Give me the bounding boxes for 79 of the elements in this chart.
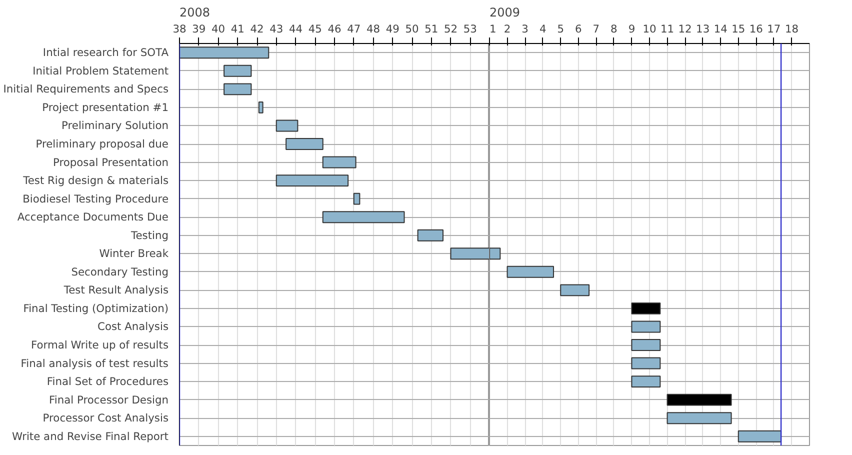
- bar: [322, 156, 356, 168]
- y-tick-label: Testing: [130, 228, 169, 242]
- x-tick-label: 4: [539, 22, 546, 36]
- bar: [631, 376, 661, 388]
- bar: [631, 357, 661, 370]
- x-tick-label: 45: [308, 22, 322, 36]
- y-tick-label: Write and Revise Final Report: [12, 430, 169, 443]
- bar: [353, 192, 360, 205]
- x-tick-label: 43: [270, 22, 284, 36]
- bar: [560, 284, 590, 296]
- x-tick-label: 15: [732, 22, 746, 36]
- bar: [506, 266, 554, 278]
- x-tick-label: 41: [230, 22, 244, 36]
- x-tick-label: 2: [504, 22, 511, 36]
- x-tick-label: 17: [767, 22, 781, 36]
- bar: [666, 412, 732, 424]
- x-tick-label: 10: [642, 22, 656, 36]
- y-tick-label: Final Testing (Optimization): [23, 302, 168, 315]
- y-tick-label: Initial Problem Statement: [32, 64, 169, 78]
- bar: [666, 394, 732, 406]
- bar: [631, 302, 661, 314]
- x-tick-label: 16: [749, 22, 764, 36]
- x-tick-label: 7: [592, 22, 600, 36]
- y-tick-label: Initial Requirements and Specs: [3, 82, 169, 96]
- x-tick-label: 9: [628, 22, 636, 36]
- x-tick-label: 39: [192, 22, 206, 36]
- x-tick-label: 49: [386, 22, 400, 36]
- y-tick-label: Final Set of Procedures: [46, 375, 169, 388]
- y-tick-label: Processor Cost Analysis: [42, 412, 169, 425]
- chart-title: 2008: [180, 6, 210, 20]
- bar: [738, 430, 782, 442]
- x-tick-label: 13: [696, 22, 710, 36]
- y-tick-label: Formal Write up of results: [30, 338, 169, 352]
- y-tick-label: Acceptance Documents Due: [17, 210, 169, 224]
- x-tick-label: 52: [444, 22, 458, 36]
- x-tick-label: 51: [424, 22, 438, 36]
- y-tick-label: Proposal Presentation: [52, 156, 169, 169]
- y-tick-label: Test Rig design & materials: [22, 174, 169, 188]
- bar: [224, 83, 252, 96]
- x-tick-label: 53: [463, 22, 477, 36]
- y-tick-label: Final Processor Design: [49, 393, 169, 406]
- y-tick-label: Final analysis of test results: [20, 356, 169, 370]
- y-tick-label: Project presentation #1: [42, 100, 169, 114]
- x-tick-label: 40: [211, 22, 226, 36]
- y-tick-label: Preliminary proposal due: [36, 138, 169, 150]
- y-tick-label: Intial research for SOTA: [42, 46, 170, 60]
- x-tick-label: 18: [784, 22, 799, 36]
- y-tick-label: Preliminary Solution: [62, 119, 169, 132]
- bar: [276, 174, 349, 187]
- x-tick-label: 46: [328, 22, 342, 36]
- y-tick-label: Secondary Testing: [71, 265, 169, 278]
- x-tick-label: 6: [575, 22, 582, 36]
- x-tick-label: 44: [288, 22, 303, 36]
- bar: [417, 229, 444, 242]
- x-tick-label: 42: [250, 22, 264, 36]
- bar: [286, 138, 324, 150]
- x-tick-label: 8: [610, 22, 618, 36]
- x-tick-label: 48: [366, 22, 380, 36]
- chart-title: 2009: [490, 6, 520, 20]
- bar: [276, 120, 298, 132]
- bar: [180, 46, 270, 59]
- y-tick-label: Biodiesel Testing Procedure: [22, 192, 169, 206]
- x-tick-label: 5: [557, 22, 564, 36]
- x-tick-label: 1: [490, 22, 496, 36]
- x-tick-label: 3: [522, 22, 528, 36]
- y-tick-label: Test Result Analysis: [62, 284, 169, 297]
- bar: [224, 64, 252, 77]
- x-tick-label: 47: [347, 22, 361, 36]
- bar: [322, 211, 405, 224]
- x-tick-label: 12: [678, 22, 692, 36]
- x-tick-label: 14: [714, 22, 728, 36]
- x-tick-label: 38: [172, 22, 186, 36]
- bar: [631, 339, 661, 351]
- bar: [258, 101, 264, 114]
- x-tick-label: 50: [405, 22, 419, 36]
- y-tick-label: Winter Break: [99, 247, 170, 260]
- x-tick-label: 11: [660, 22, 674, 36]
- y-tick-label: Cost Analysis: [98, 320, 169, 334]
- bar: [631, 320, 661, 333]
